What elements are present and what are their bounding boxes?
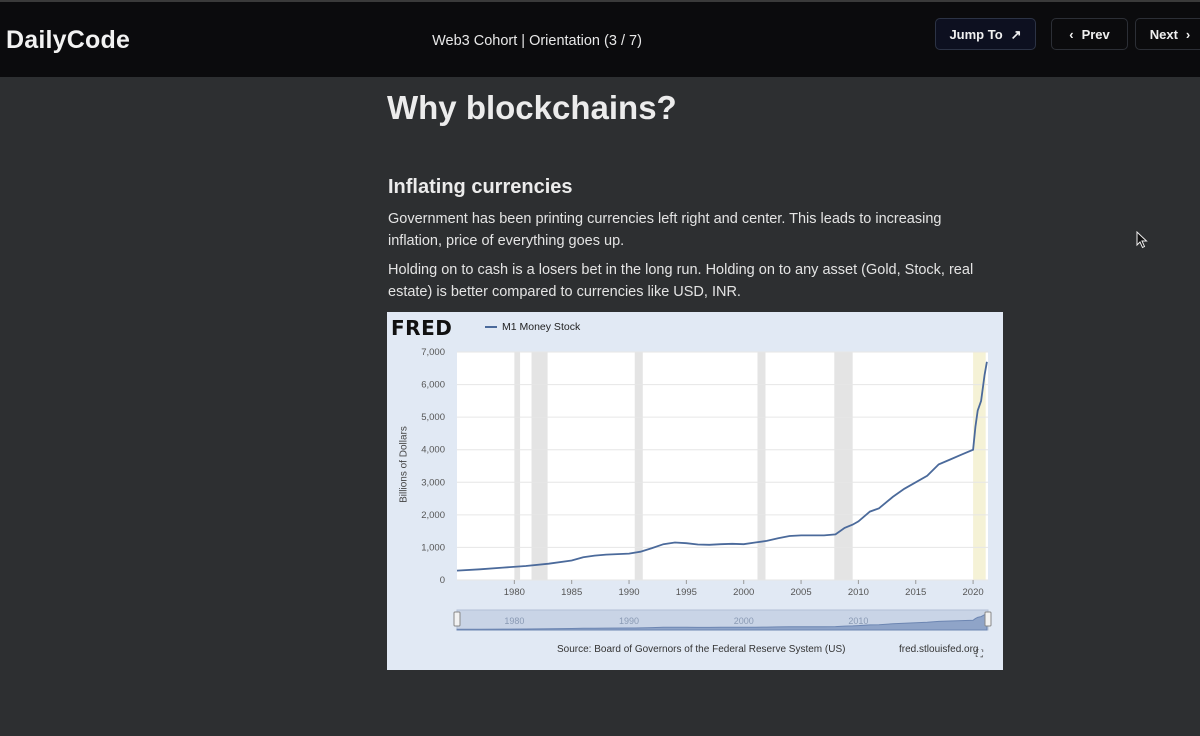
chevron-left-icon: ‹ (1069, 26, 1074, 42)
recession-band (531, 352, 548, 580)
y-tick-label: 3,000 (421, 477, 445, 488)
recession-band (834, 352, 853, 580)
x-tick-label: 1985 (561, 587, 582, 598)
navigator-handle-right (984, 611, 992, 627)
y-tick-label: 5,000 (421, 412, 445, 423)
prev-label: Prev (1081, 26, 1110, 42)
y-tick-label: 0 (440, 575, 445, 586)
y-tick-label: 6,000 (421, 380, 445, 391)
recession-band (634, 352, 643, 580)
arrow-up-right-icon: ↗ (1010, 26, 1022, 42)
y-axis-label: Billions of Dollars (398, 426, 410, 503)
jump-to-label: Jump To (949, 26, 1003, 42)
legend-swatch (485, 326, 497, 328)
fred-logo: FRED (391, 316, 453, 340)
navigator-handle-left (453, 611, 461, 627)
navigator-year-label: 1990 (619, 616, 639, 626)
series-line (456, 361, 988, 572)
page-title: Why blockchains? (387, 89, 677, 126)
x-tick-label: 2005 (790, 587, 811, 598)
x-tick-label: 1980 (504, 587, 525, 598)
paragraph-assets: Holding on to cash is a losers bet in th… (388, 262, 974, 300)
y-tick-label: 7,000 (421, 347, 445, 358)
navigator-year-label: 2010 (848, 616, 868, 626)
chart-legend: M1 Money Stock (485, 321, 580, 333)
next-button[interactable]: Next › (1135, 18, 1200, 50)
brand-logo[interactable]: DailyCode (6, 26, 131, 54)
x-tick-label: 2000 (733, 587, 754, 598)
prev-button[interactable]: ‹ Prev (1051, 18, 1128, 50)
breadcrumb: Web3 Cohort | Orientation (3 / 7) (432, 33, 642, 49)
x-tick-label: 1995 (676, 587, 697, 598)
legend-label: M1 Money Stock (502, 321, 581, 333)
chart-source-url[interactable]: fred.stlouisfed.org (899, 644, 979, 655)
recession-band (514, 352, 521, 580)
fred-chart-panel: 0 1,000 2,000 3,000 4,000 5,000 6,000 7,000 1980… (387, 312, 1003, 670)
x-tick-label: 2010 (848, 587, 869, 598)
navigator-year-label: 2000 (734, 616, 754, 626)
m1-money-stock-chart: 0 1,000 2,000 3,000 4,000 5,000 6,000 7,000 1980… (421, 347, 992, 631)
mouse-cursor-icon (1136, 231, 1148, 249)
y-tick-label: 4,000 (421, 445, 445, 456)
navigator-year-label: 1980 (504, 616, 524, 626)
y-tick-label: 1,000 (421, 542, 445, 553)
section-title: Inflating currencies (388, 176, 573, 198)
x-tick-label: 2020 (963, 587, 984, 598)
x-tick-label: 2015 (905, 587, 926, 598)
recession-band (757, 352, 766, 580)
chevron-right-icon: › (1185, 26, 1191, 42)
x-tick-label: 1990 (618, 587, 639, 598)
recession-band (973, 352, 986, 580)
top-bar: DailyCode Web3 Cohort | Orientation (3 /… (0, 0, 1200, 77)
chart-source: Source: Board of Governors of the Federa… (557, 644, 846, 655)
jump-to-button[interactable]: Jump To ↗ (935, 18, 1036, 50)
expand-icon[interactable]: ⛶ (976, 649, 983, 660)
y-tick-label: 2,000 (421, 510, 445, 521)
paragraph-inflation: Government has been printing currencies … (388, 211, 942, 249)
navigator-series (456, 612, 988, 631)
next-label: Next (1149, 26, 1178, 42)
